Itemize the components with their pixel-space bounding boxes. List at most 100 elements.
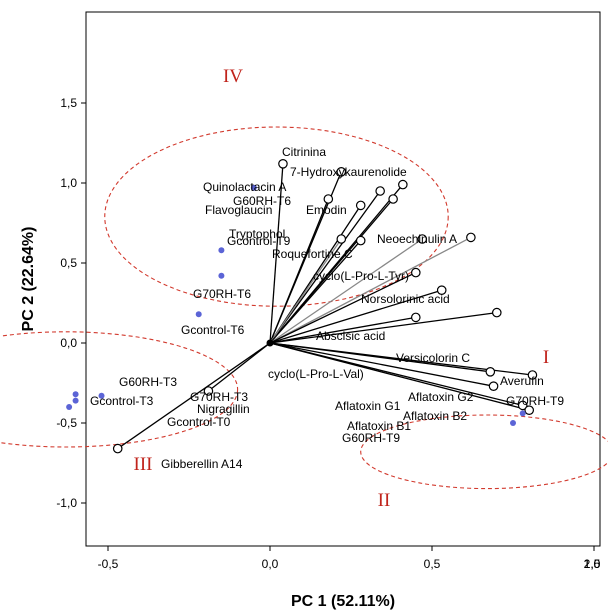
y-tick-label: 0,0	[60, 336, 77, 350]
loading-vector	[269, 236, 472, 344]
loading-marker	[517, 400, 528, 411]
x-tick-label: 1,5	[584, 557, 601, 571]
sample-points	[66, 184, 526, 426]
variable-label-aflatoxin-b2: Aflatoxin B2	[403, 409, 467, 423]
variable-label-aflatoxin-g1: Aflatoxin G1	[335, 399, 401, 413]
group-ellipse-iv	[104, 126, 449, 307]
variable-label-cyclo-l-pro-l-val: cyclo(L-Pro-L-Val)	[268, 367, 364, 381]
sample-label-gcontrol-t6: Gcontrol-T6	[181, 323, 245, 337]
sample-point	[66, 404, 73, 410]
loading-marker	[417, 234, 428, 244]
loading-marker	[355, 235, 366, 246]
loading-marker	[375, 186, 385, 196]
loading-marker	[485, 366, 496, 377]
loading-marker	[488, 381, 499, 391]
loading-marker	[278, 159, 288, 169]
variable-label-7-hydroxykaurenolide: 7-Hydroxykaurenolide	[290, 165, 407, 179]
loading-vector	[269, 238, 423, 344]
loading-marker	[112, 443, 123, 454]
loading-marker	[466, 232, 476, 243]
sample-label-gcontrol-t3: Gcontrol-T3	[90, 394, 154, 408]
loading-vector	[269, 289, 442, 344]
variable-label-neoechinulin-a: Neoechinulin A	[377, 232, 457, 246]
sample-label-aflatoxin-b1: Aflatoxin B1	[347, 419, 411, 433]
loading-marker	[336, 234, 347, 244]
loading-vector	[208, 342, 271, 392]
variable-label-quinolactacin-a: Quinolactacin A	[203, 180, 286, 194]
sample-label-g60rh-t9: G60RH-T9	[342, 431, 400, 445]
sample-label-g60rh-t6: G60RH-T6	[233, 194, 291, 208]
sample-label-gcontrol-t9: Gcontrol-T9	[227, 234, 291, 248]
loading-marker	[524, 405, 534, 415]
variable-label-gibberellin-a14: Gibberellin A14	[161, 457, 243, 471]
loading-marker	[410, 312, 421, 323]
group-ellipse-ii	[360, 414, 608, 490]
loading-vector	[269, 311, 497, 344]
sample-point	[510, 420, 516, 426]
group-label-iv: IV	[223, 66, 243, 87]
group-label-iii: III	[134, 454, 153, 475]
loading-vector	[269, 342, 530, 411]
variable-label-emodin: Emodin	[306, 203, 347, 217]
y-tick-label: -1,0	[56, 496, 77, 510]
loading-vector	[269, 316, 416, 344]
x-tick-label: -0,5	[98, 557, 119, 571]
loading-vector	[117, 342, 271, 450]
loading-vector	[269, 198, 329, 344]
loading-vector	[269, 342, 491, 373]
loading-vector	[269, 190, 381, 344]
group-label-ii: II	[378, 490, 391, 511]
sample-point	[72, 397, 79, 404]
variable-label-norsolorinic-acid: Norsolorinic acid	[361, 292, 450, 306]
y-axis-title: PC 2 (22.64%)	[20, 227, 37, 332]
variable-label-nigragillin: Nigragillin	[197, 402, 250, 416]
group-ellipses	[0, 126, 608, 490]
plot-frame	[85, 11, 601, 547]
variable-label-cyclo-l-pro-l-tyr: cyclo(L-Pro-L-Tyr)	[313, 269, 409, 283]
x-tick-label: 0,0	[262, 557, 279, 571]
sample-point	[250, 184, 257, 191]
axis-ticks: -1,0-0,50,00,51,01,52,0-1,0-0,50,00,51,0…	[56, 96, 601, 571]
y-tick-label: -0,5	[56, 416, 77, 430]
group-ellipse-iii	[0, 331, 239, 448]
variable-label-abscisic-acid: Abscisic acid	[316, 329, 385, 343]
sample-point	[218, 247, 225, 254]
variable-label-citrinina: Citrinina	[282, 145, 326, 159]
loading-marker	[336, 167, 347, 177]
loading-marker	[323, 194, 334, 204]
sample-point	[72, 391, 79, 398]
sample-label-averufin: Averufin	[500, 374, 544, 388]
loading-vector	[269, 238, 342, 344]
loading-marker	[527, 370, 538, 380]
x-tick-label: 0,5	[424, 557, 441, 571]
loading-vector	[269, 342, 494, 387]
variable-label-roquefortine-c: Roquefortine C	[272, 247, 353, 261]
variable-markers	[112, 159, 538, 454]
x-axis-title: PC 1 (52.11%)	[291, 593, 395, 610]
sample-point	[218, 272, 225, 279]
loading-vector	[269, 163, 284, 344]
loading-marker	[436, 285, 447, 295]
y-tick-label: 1,5	[60, 96, 77, 110]
variable-vectors	[117, 163, 533, 450]
sample-point	[98, 392, 105, 399]
variable-label-aflatoxin-g2: Aflatoxin G2	[408, 390, 474, 404]
sample-label-g70rh-t3: G70RH-T3	[190, 390, 248, 404]
sample-point	[195, 311, 202, 318]
y-tick-label: 1,0	[60, 176, 77, 190]
origin-hub	[266, 339, 274, 347]
sample-label-g60rh-t3: G60RH-T3	[119, 375, 177, 389]
variable-label-versicolorin-c: Versicolorin C	[396, 351, 470, 365]
x-tick-label: 1,0	[584, 557, 601, 571]
y-tick-label: 0,5	[60, 256, 77, 270]
sample-label-g70rh-t9: G70RH-T9	[506, 394, 564, 408]
loading-vector	[269, 240, 362, 344]
loading-marker	[388, 194, 398, 204]
sample-label-gcontrol-t0: Gcontrol-T0	[167, 415, 231, 429]
variable-label-tryptophol: Tryptophol	[229, 227, 285, 241]
loading-marker	[491, 307, 502, 318]
group-label-i: I	[543, 347, 549, 368]
loading-marker	[410, 267, 421, 278]
loading-vector	[269, 272, 417, 344]
